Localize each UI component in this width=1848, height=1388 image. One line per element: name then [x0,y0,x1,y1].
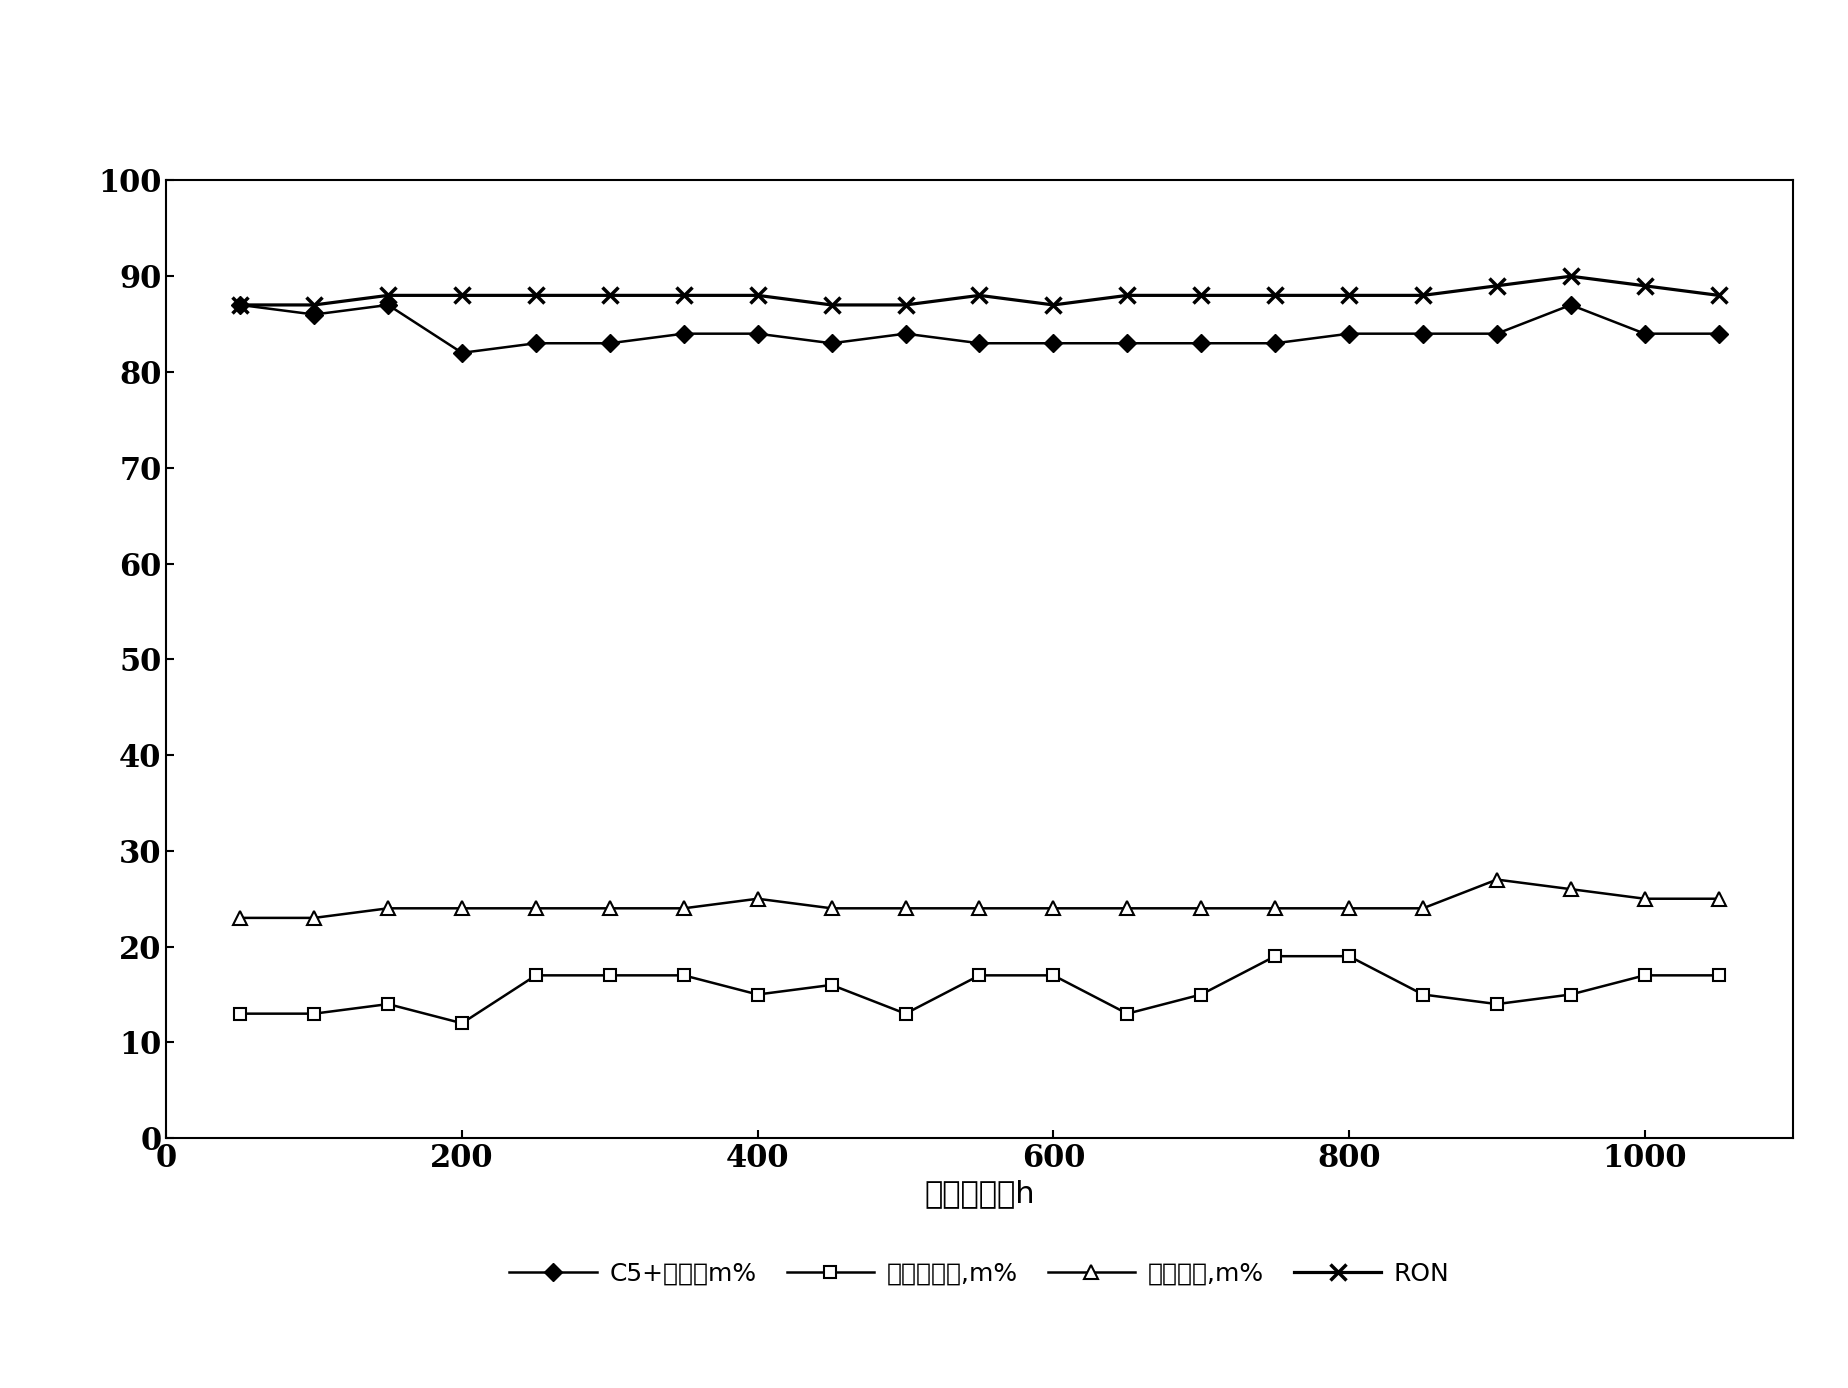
Legend: C5+收率，m%, 液化气收率,m%, 芳烂含量,m%, RON: C5+收率，m%, 液化气收率,m%, 芳烂含量,m%, RON [497,1249,1462,1298]
X-axis label: 反应时间，h: 反应时间，h [924,1180,1035,1209]
